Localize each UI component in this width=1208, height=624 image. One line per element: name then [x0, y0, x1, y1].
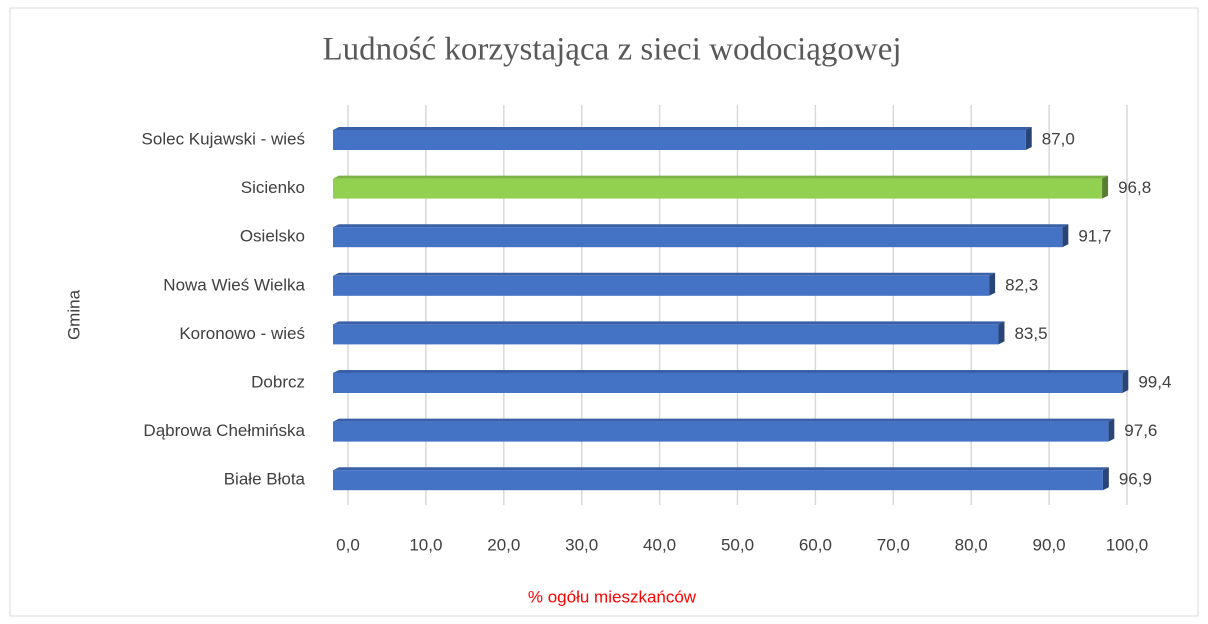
data-label: 97,6	[1124, 421, 1157, 440]
y-tick-label: Koronowo - wieś	[179, 324, 305, 343]
data-label: 82,3	[1005, 275, 1038, 294]
y-tick-label: Sicienko	[241, 178, 305, 197]
bar-side	[1122, 370, 1129, 393]
bar-side	[989, 272, 996, 296]
bar-top	[333, 175, 1109, 179]
chart-title: Ludność korzystająca z sieci wodociągowe…	[322, 32, 901, 68]
bar-top	[333, 467, 1109, 471]
x-tick-label: 80,0	[955, 535, 988, 554]
bar-top	[333, 272, 996, 276]
bar	[333, 470, 1103, 491]
data-label: 87,0	[1042, 129, 1075, 148]
bar-side	[1062, 224, 1069, 248]
bar	[333, 178, 1103, 199]
x-tick-label: 60,0	[799, 535, 832, 554]
y-tick-label: Osielsko	[240, 227, 305, 246]
x-tick-label: 50,0	[721, 535, 754, 554]
data-label: 83,5	[1014, 324, 1047, 343]
x-tick-label: 20,0	[487, 535, 520, 554]
x-tick-label: 90,0	[1033, 535, 1066, 554]
bar	[333, 130, 1026, 150]
data-label: 99,4	[1138, 372, 1171, 391]
chart-border	[9, 7, 1199, 617]
bar-side	[1108, 418, 1115, 442]
y-tick-label: Dąbrowa Chełmińska	[143, 421, 305, 440]
x-tick-label: 100,0	[1106, 535, 1149, 554]
y-tick-label: Solec Kujawski - wieś	[142, 129, 305, 148]
bar	[333, 421, 1109, 442]
bar	[333, 227, 1063, 248]
x-tick-label: 40,0	[643, 535, 676, 554]
x-tick-label: 10,0	[409, 535, 442, 554]
bar-side	[1025, 127, 1032, 150]
bar-top	[333, 127, 1032, 130]
bar-top	[333, 418, 1115, 422]
y-tick-label: Nowa Wieś Wielka	[163, 275, 305, 294]
y-axis-label: Gmina	[64, 289, 83, 340]
bar	[333, 324, 999, 345]
data-label: 96,9	[1119, 470, 1152, 489]
bar-side	[1102, 175, 1109, 199]
x-tick-label: 0,0	[336, 535, 360, 554]
bar-top	[333, 321, 1005, 325]
y-tick-label: Dobrcz	[251, 372, 305, 391]
data-label: 96,8	[1118, 178, 1151, 197]
bar-top	[333, 224, 1069, 228]
bar-side	[998, 321, 1005, 345]
x-tick-label: 70,0	[877, 535, 910, 554]
bar	[333, 373, 1123, 393]
bar	[333, 275, 990, 296]
x-tick-label: 30,0	[565, 535, 598, 554]
bar-top	[333, 370, 1129, 373]
y-tick-label: Białe Błota	[224, 470, 306, 489]
x-axis-label: % ogółu mieszkańców	[528, 587, 697, 606]
data-label: 91,7	[1078, 227, 1111, 246]
bar-side	[1102, 467, 1109, 491]
